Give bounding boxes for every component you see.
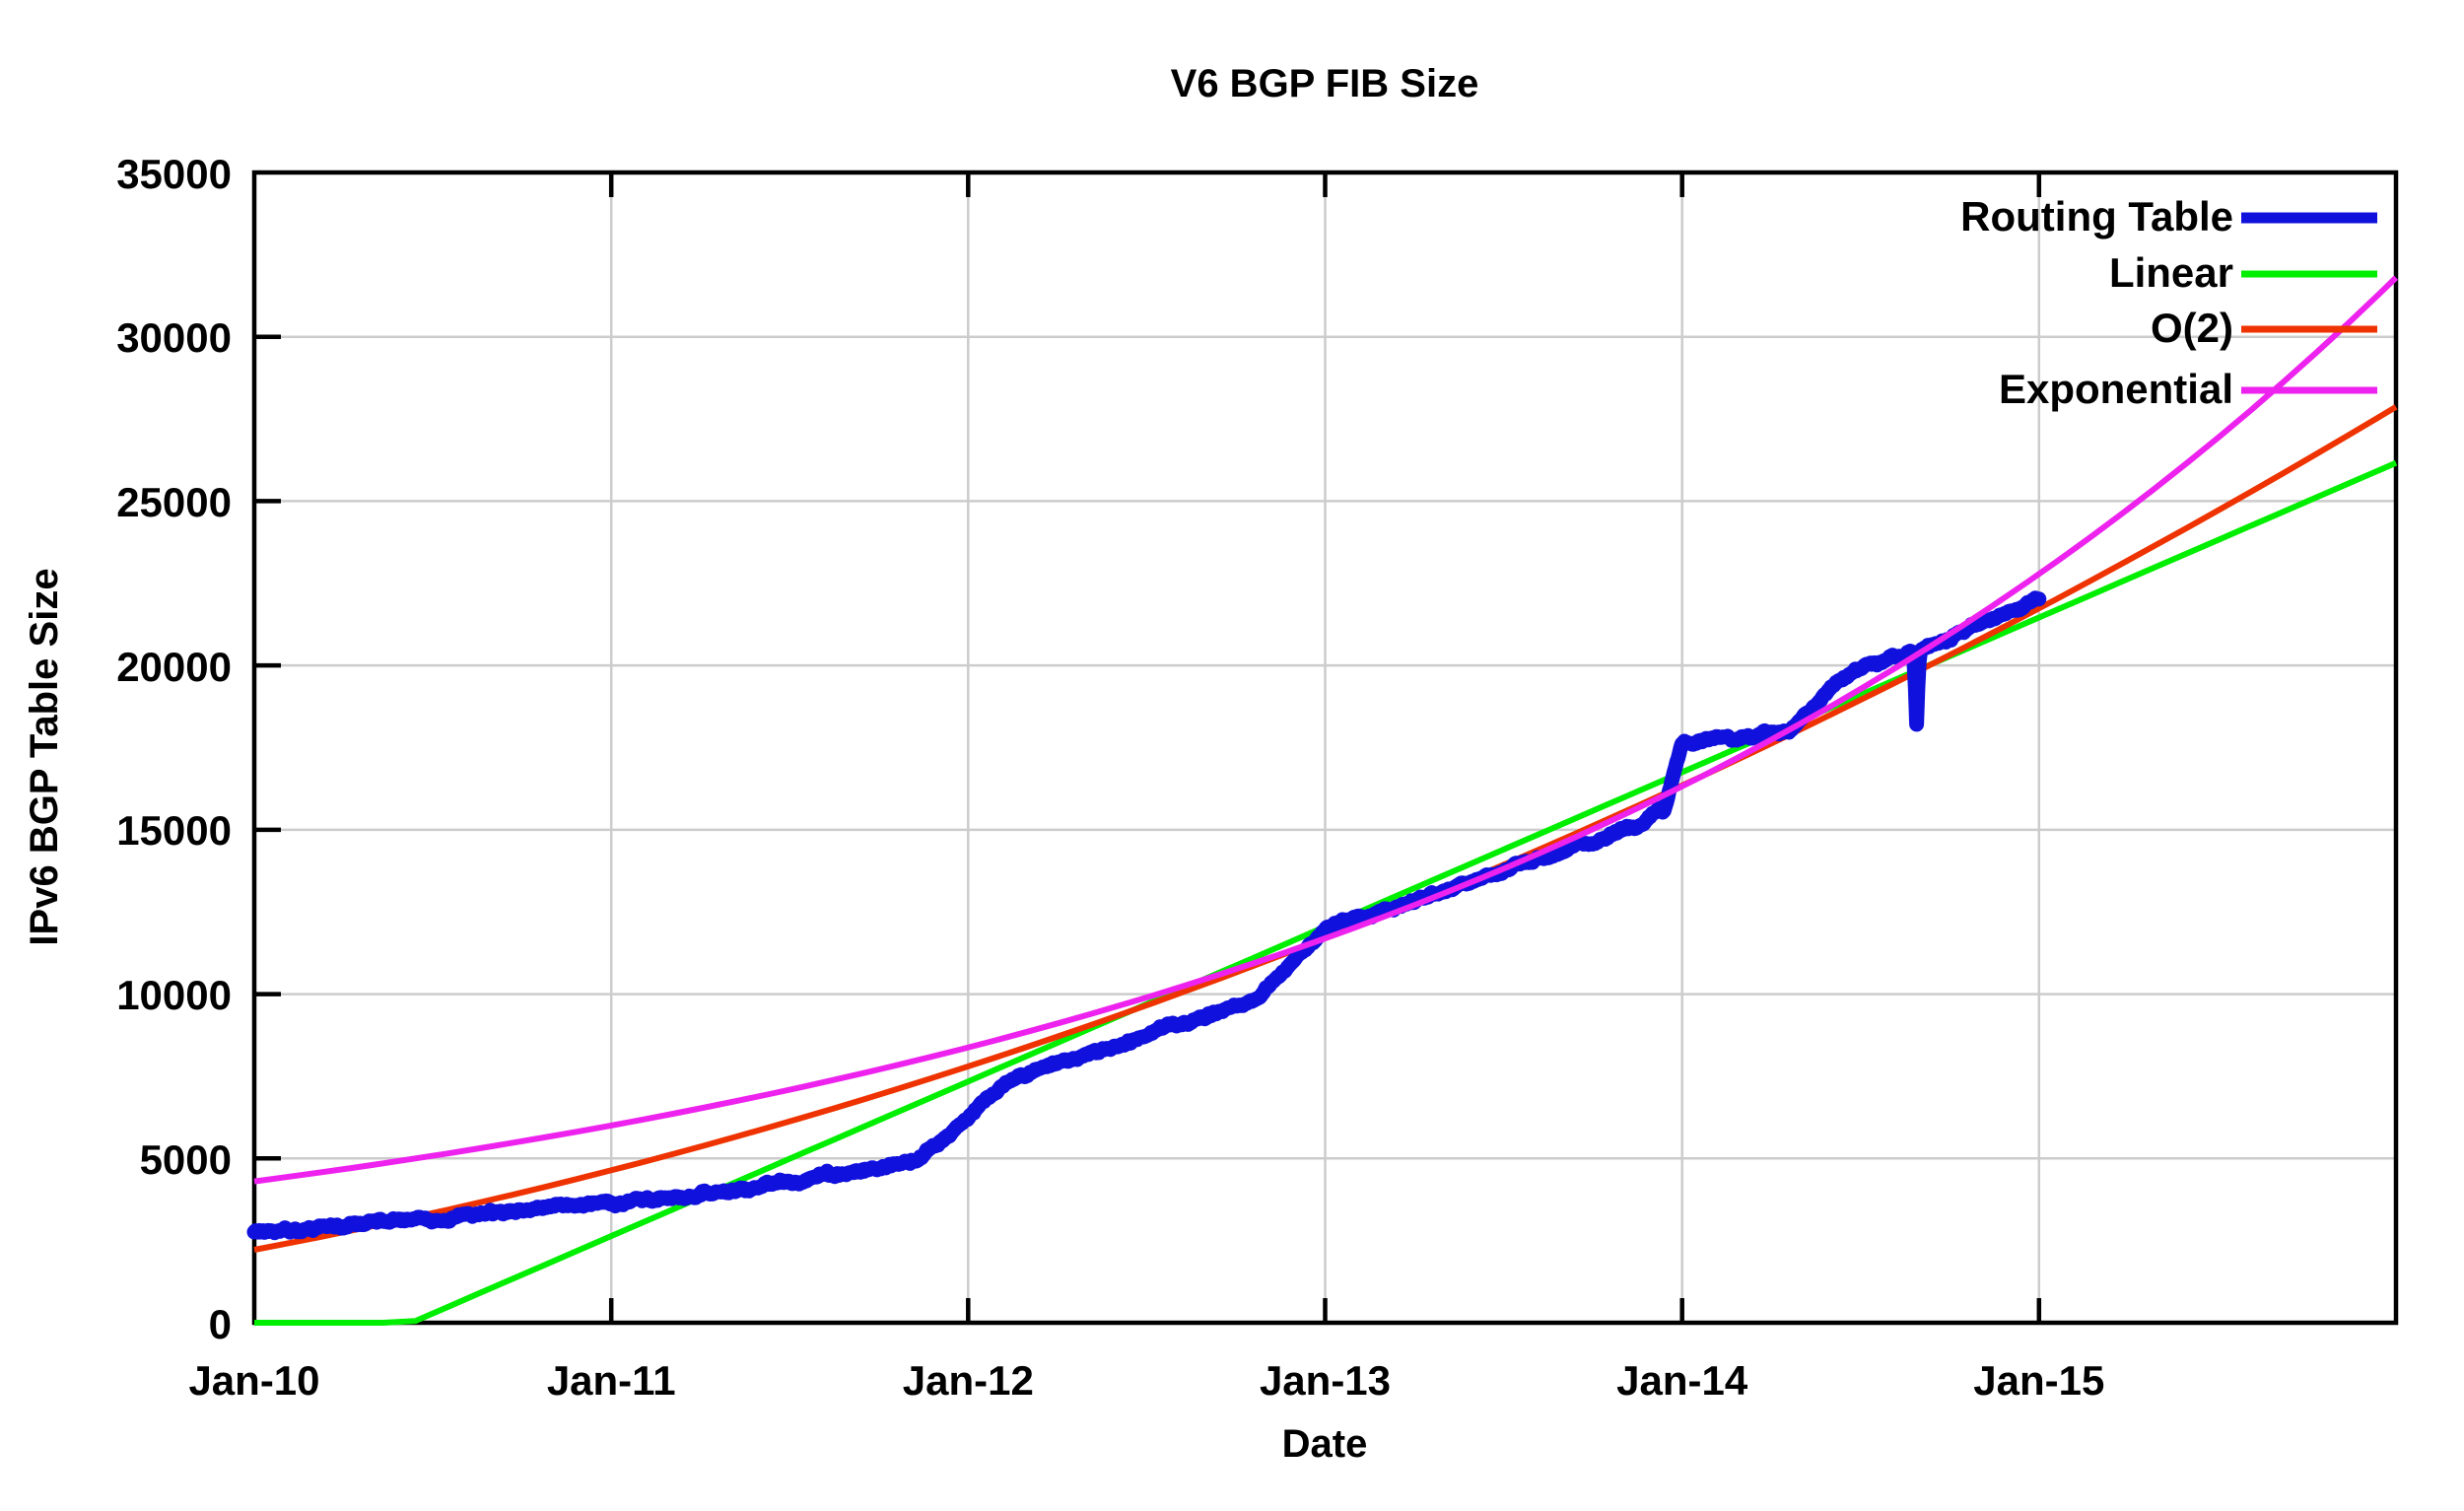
svg-text:O(2): O(2) bbox=[2151, 305, 2233, 351]
svg-text:Linear: Linear bbox=[2109, 249, 2233, 296]
svg-text:Jan-10: Jan-10 bbox=[188, 1357, 319, 1404]
svg-text:Jan-11: Jan-11 bbox=[547, 1357, 676, 1404]
svg-text:Exponential: Exponential bbox=[1999, 366, 2233, 412]
svg-text:35000: 35000 bbox=[116, 151, 232, 197]
svg-text:15000: 15000 bbox=[116, 807, 232, 854]
svg-text:Routing Table: Routing Table bbox=[1960, 193, 2233, 240]
svg-text:V6 BGP FIB Size: V6 BGP FIB Size bbox=[1171, 62, 1479, 105]
svg-text:5000: 5000 bbox=[140, 1136, 232, 1183]
svg-text:Jan-15: Jan-15 bbox=[1973, 1357, 2104, 1404]
svg-text:10000: 10000 bbox=[116, 972, 232, 1018]
svg-text:Jan-13: Jan-13 bbox=[1260, 1357, 1391, 1404]
svg-text:25000: 25000 bbox=[116, 479, 232, 525]
svg-text:30000: 30000 bbox=[116, 314, 232, 361]
svg-text:Jan-12: Jan-12 bbox=[903, 1357, 1034, 1404]
svg-text:20000: 20000 bbox=[116, 644, 232, 690]
svg-text:Jan-14: Jan-14 bbox=[1616, 1357, 1748, 1404]
svg-text:IPv6 BGP Table Size: IPv6 BGP Table Size bbox=[23, 568, 66, 945]
svg-text:Date: Date bbox=[1282, 1422, 1368, 1466]
svg-text:0: 0 bbox=[209, 1301, 232, 1347]
